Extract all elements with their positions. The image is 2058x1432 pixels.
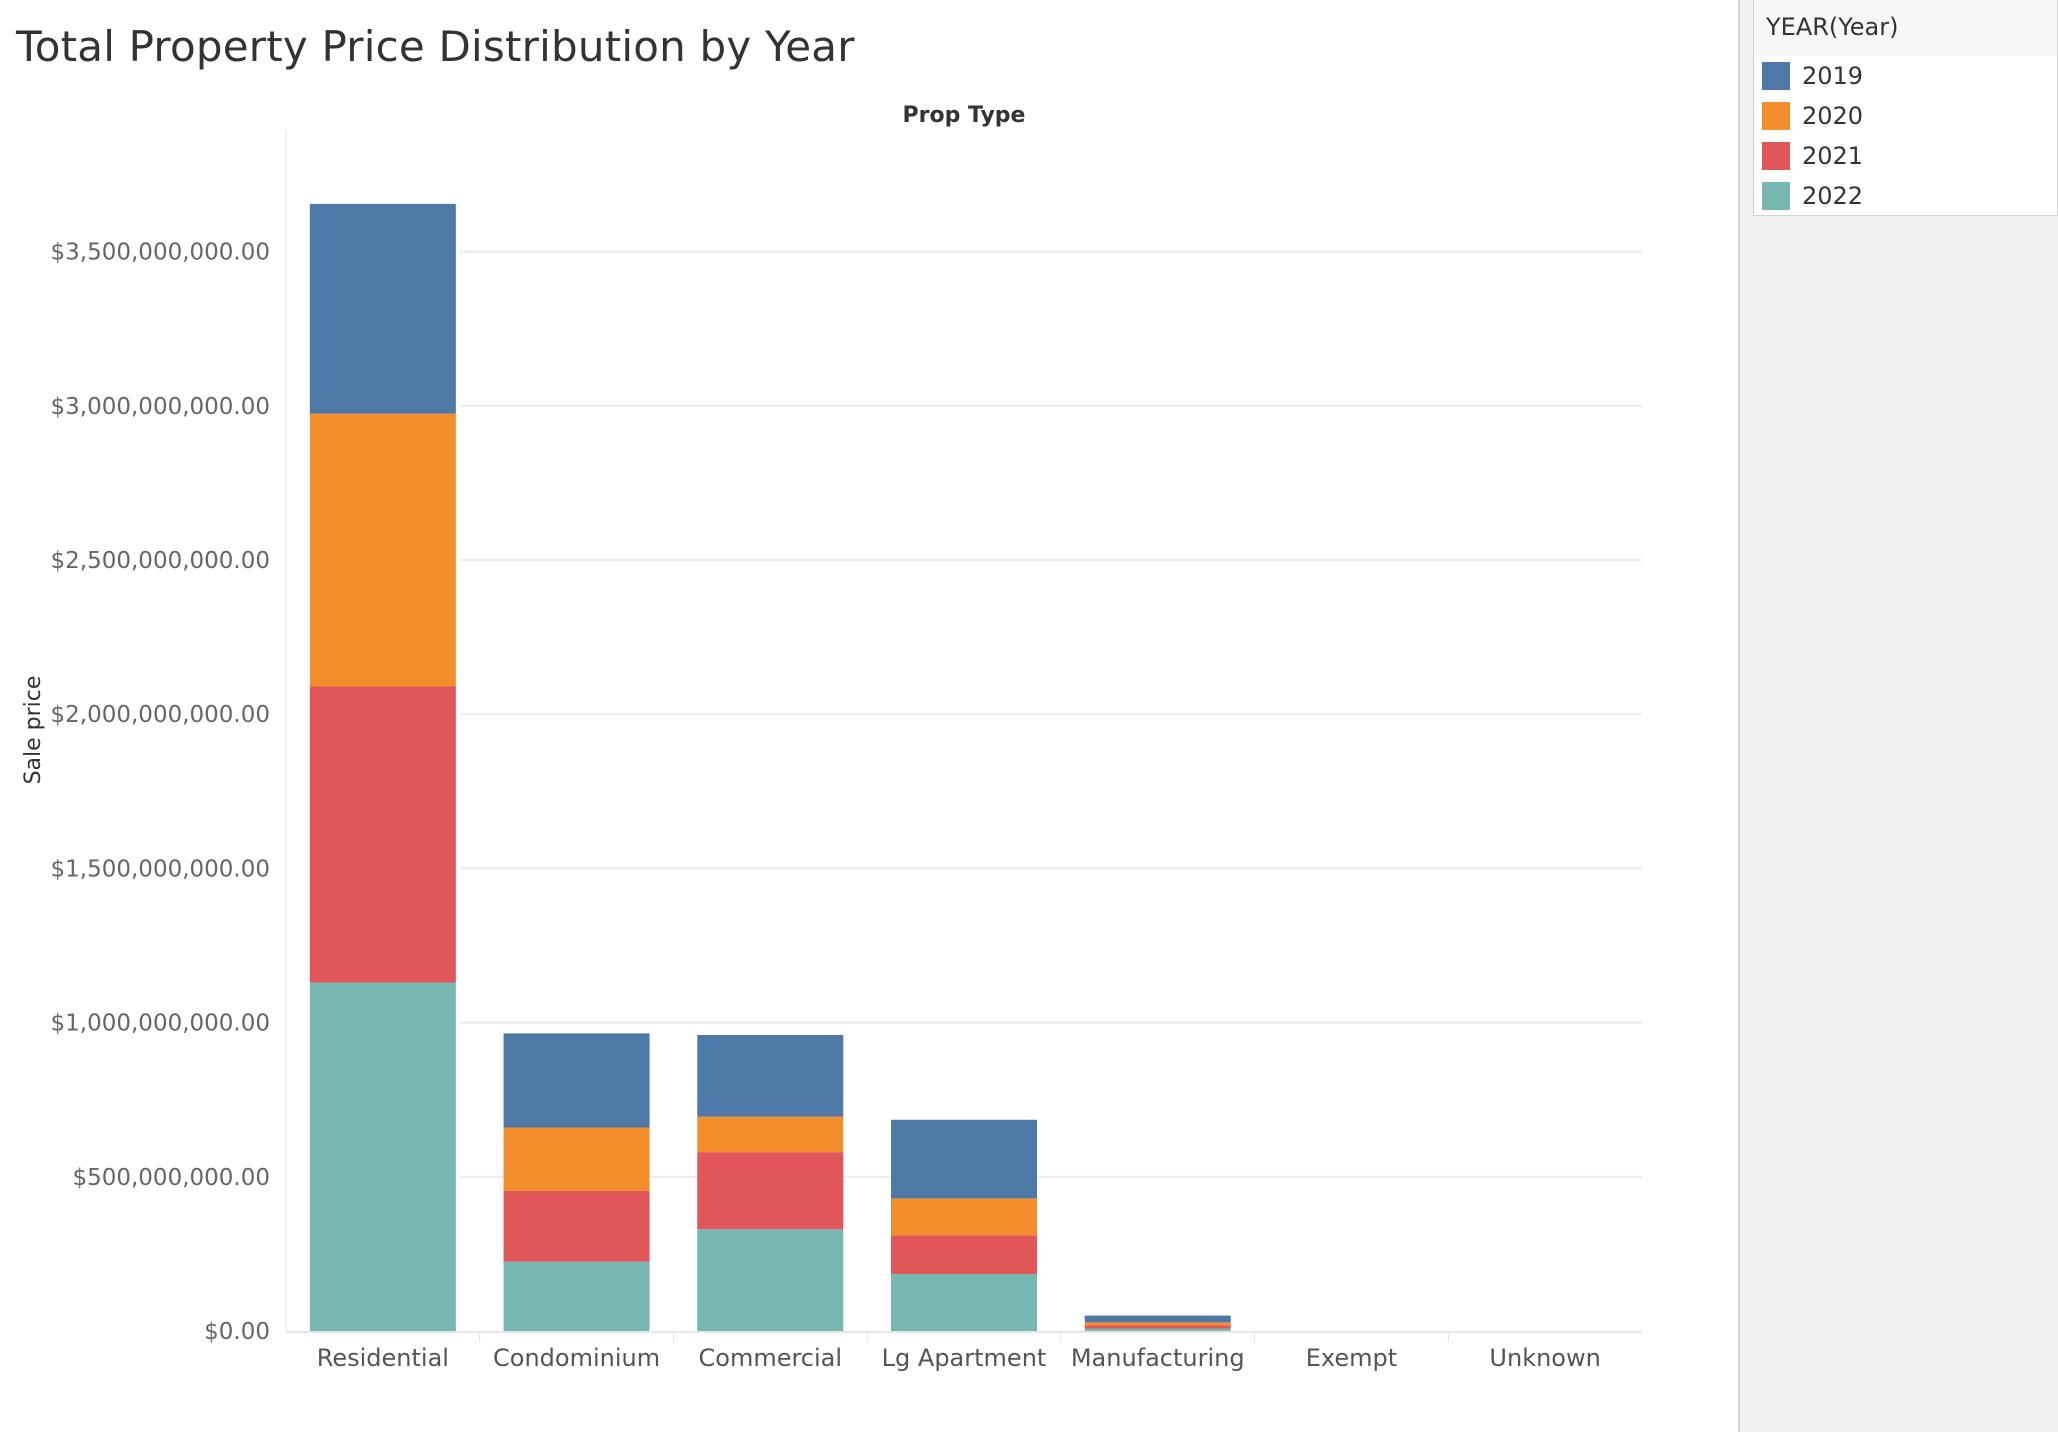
x-tick-label: Lg Apartment [882,1344,1047,1372]
bar-segment-residential-2020[interactable] [309,413,456,687]
bar-segment-residential-2021[interactable] [309,686,456,983]
y-tick-label: $1,000,000,000.00 [51,1011,270,1037]
bar-segment-manufacturing-2020[interactable] [1084,1322,1231,1326]
y-tick-label: $500,000,000.00 [72,1165,270,1191]
bar-segment-commercial-2021[interactable] [697,1152,844,1230]
x-tick-label: Manufacturing [1071,1344,1245,1372]
bar-segment-lg-apartment-2019[interactable] [891,1119,1037,1199]
bar-segment-lg-apartment-2020[interactable] [891,1198,1037,1236]
bar-segment-residential-2019[interactable] [309,203,456,414]
x-tick-label: Commercial [699,1344,843,1372]
stacked-bar-chart: Prop Type Sale price $0.00 $500,000,000.0… [21,103,1642,1372]
y-tick-label: $3,000,000,000.00 [51,394,270,420]
bar-segment-condominium-2022[interactable] [503,1261,650,1331]
legend-title: YEAR(Year) [1754,0,2057,56]
x-tick-label: Exempt [1306,1344,1397,1372]
legend-swatch-2022 [1762,182,1790,210]
bar-segment-condominium-2021[interactable] [503,1190,650,1262]
legend-swatch-2021 [1762,142,1790,170]
legend-swatch-2020 [1762,102,1790,130]
bar-segment-condominium-2020[interactable] [503,1127,650,1191]
legend-item-2021[interactable]: 2021 [1754,136,2057,176]
x-tick-label: Condominium [493,1344,660,1372]
bar-segment-manufacturing-2021[interactable] [1084,1325,1231,1329]
y-axis-ticks: $0.00 $500,000,000.00 $1,000,000,000.00 $1,… [51,240,270,1345]
bar-segment-manufacturing-2022[interactable] [1084,1328,1231,1331]
y-tick-label: $0.00 [204,1319,270,1345]
y-tick-label: $3,500,000,000.00 [51,240,270,266]
x-axis-ticks: Residential Condominium Commercial Lg Apart… [317,1332,1601,1372]
y-axis-title: Sale price [21,676,46,785]
legend-label: 2022 [1802,182,1864,210]
bar-segment-commercial-2022[interactable] [697,1229,844,1331]
bar-segment-commercial-2019[interactable] [697,1034,844,1117]
x-axis-title: Prop Type [903,103,1026,128]
legend-item-2019[interactable]: 2019 [1754,56,2057,96]
legend-label: 2021 [1802,142,1864,170]
bar-segment-manufacturing-2019[interactable] [1084,1315,1231,1323]
y-tick-label: $2,000,000,000.00 [51,702,270,728]
bars [309,203,1231,1331]
legend: YEAR(Year) 2019 2020 2021 2022 [1753,0,2058,216]
bar-segment-lg-apartment-2021[interactable] [891,1235,1037,1274]
legend-label: 2020 [1802,102,1864,130]
right-panel [1738,0,2058,1432]
legend-item-2022[interactable]: 2022 [1754,176,2057,216]
bar-segment-commercial-2020[interactable] [697,1116,844,1153]
legend-item-2020[interactable]: 2020 [1754,96,2057,136]
x-tick-label: Residential [317,1344,449,1372]
legend-swatch-2019 [1762,62,1790,90]
y-tick-label: $2,500,000,000.00 [51,548,270,574]
bar-segment-condominium-2019[interactable] [503,1033,650,1128]
y-tick-label: $1,500,000,000.00 [51,856,270,882]
x-tick-label: Unknown [1489,1344,1600,1372]
bar-segment-residential-2022[interactable] [309,982,456,1331]
legend-label: 2019 [1802,62,1864,90]
bar-segment-lg-apartment-2022[interactable] [891,1273,1037,1331]
chart-title: Total Property Price Distribution by Yea… [16,22,855,71]
gridlines [285,130,1642,1333]
